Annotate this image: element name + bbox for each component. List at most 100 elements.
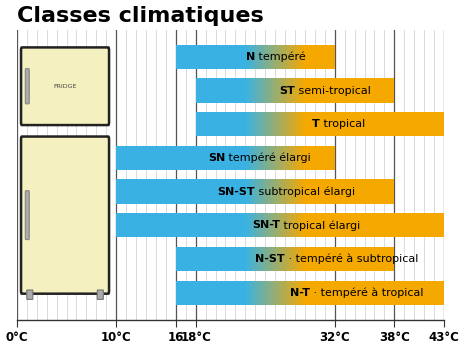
Bar — [243, 146, 244, 170]
Bar — [386, 112, 387, 136]
Bar — [229, 112, 230, 136]
Bar — [179, 213, 181, 237]
Bar — [305, 247, 306, 271]
Bar — [388, 180, 389, 204]
Bar — [383, 247, 384, 271]
Bar — [258, 112, 259, 136]
Bar — [195, 247, 196, 271]
Bar — [309, 45, 310, 69]
Bar — [243, 281, 244, 305]
Bar — [406, 213, 407, 237]
Bar — [231, 247, 232, 271]
Bar — [352, 180, 353, 204]
Bar — [263, 213, 264, 237]
Bar — [265, 146, 266, 170]
Bar — [303, 146, 304, 170]
Bar — [232, 112, 233, 136]
Bar — [185, 180, 186, 204]
Bar — [213, 180, 214, 204]
Bar — [214, 281, 215, 305]
Bar — [183, 281, 184, 305]
Bar — [210, 112, 211, 136]
Bar — [323, 213, 324, 237]
Bar — [314, 180, 315, 204]
Bar — [326, 78, 327, 103]
Bar — [242, 281, 243, 305]
Bar — [248, 45, 249, 69]
Bar — [333, 180, 334, 204]
Bar — [197, 78, 198, 103]
Bar — [279, 78, 280, 103]
Bar — [335, 180, 336, 204]
Bar — [216, 247, 217, 271]
Bar — [155, 213, 157, 237]
Bar — [418, 112, 419, 136]
Bar — [394, 112, 395, 136]
Bar — [124, 180, 125, 204]
Bar — [270, 45, 271, 69]
Bar — [266, 45, 267, 69]
Bar — [192, 180, 193, 204]
Bar — [188, 45, 189, 69]
Bar — [208, 213, 209, 237]
Bar — [265, 247, 266, 271]
Bar — [194, 146, 195, 170]
Bar — [279, 281, 280, 305]
Bar — [189, 281, 190, 305]
Bar — [304, 247, 305, 271]
Bar — [304, 45, 305, 69]
Bar — [256, 146, 257, 170]
Bar — [310, 45, 311, 69]
Bar — [316, 45, 317, 69]
Bar — [219, 78, 220, 103]
Bar — [274, 281, 275, 305]
Bar — [191, 281, 192, 305]
Bar — [305, 78, 306, 103]
Bar — [413, 281, 414, 305]
Bar — [211, 180, 212, 204]
Bar — [334, 45, 335, 69]
Bar — [189, 146, 190, 170]
Bar — [278, 146, 279, 170]
Bar — [194, 45, 195, 69]
Bar — [278, 281, 279, 305]
Bar — [280, 112, 281, 136]
Bar — [370, 78, 371, 103]
Bar — [315, 281, 316, 305]
Bar — [193, 213, 194, 237]
Bar — [181, 213, 182, 237]
Bar — [442, 112, 443, 136]
Bar — [339, 213, 340, 237]
Bar — [286, 281, 287, 305]
Bar — [208, 180, 209, 204]
Bar — [387, 281, 388, 305]
Bar — [404, 213, 405, 237]
Bar — [339, 281, 340, 305]
Bar — [314, 146, 315, 170]
Bar — [211, 78, 212, 103]
Bar — [358, 213, 359, 237]
Bar — [410, 281, 411, 305]
Bar — [227, 281, 228, 305]
Bar — [135, 146, 136, 170]
Bar — [200, 146, 201, 170]
Bar — [181, 45, 182, 69]
Bar — [244, 281, 245, 305]
Bar — [238, 180, 239, 204]
Bar — [394, 213, 395, 237]
Bar — [231, 281, 232, 305]
Bar — [314, 112, 315, 136]
Bar — [436, 281, 437, 305]
Bar — [259, 146, 260, 170]
Bar — [392, 180, 393, 204]
Bar — [316, 112, 317, 136]
Bar — [414, 112, 415, 136]
Bar — [278, 78, 279, 103]
Bar — [350, 112, 351, 136]
Bar — [209, 213, 210, 237]
Bar — [346, 180, 347, 204]
Bar — [383, 213, 384, 237]
Bar — [363, 112, 364, 136]
Bar — [263, 45, 264, 69]
Bar — [211, 112, 212, 136]
